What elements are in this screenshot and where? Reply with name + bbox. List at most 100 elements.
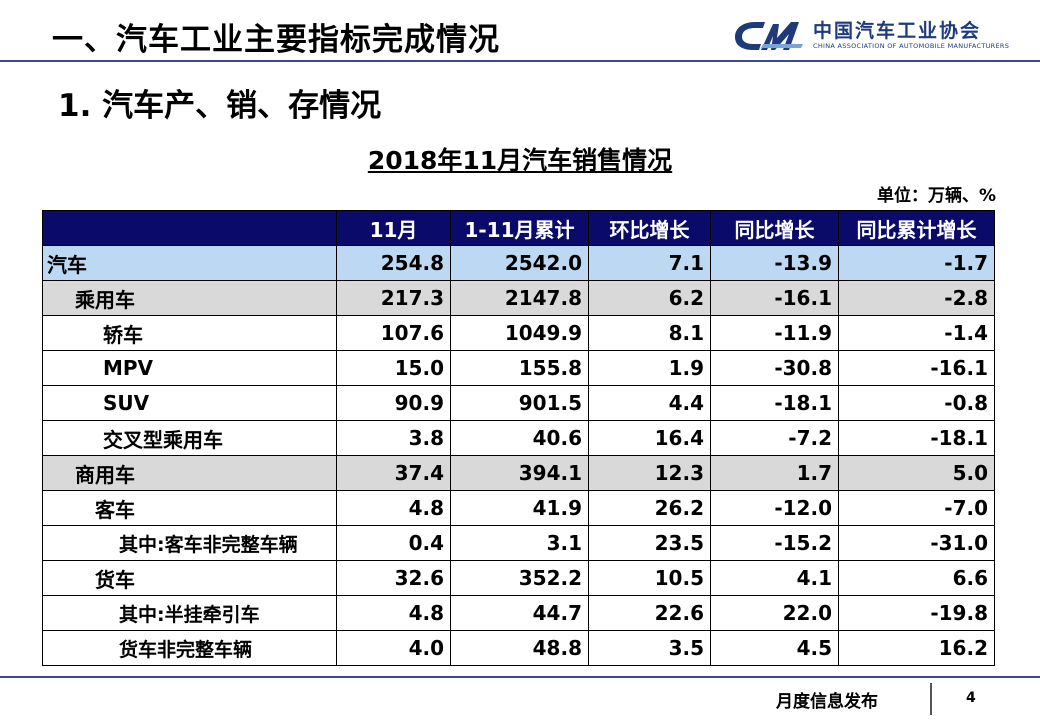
table-cell: -7.2 [710,420,839,456]
row-label: 其中:客车非完整车辆 [42,525,337,561]
table-row: 交叉型乘用车 3.8 40.6 16.4 -7.2 -18.1 [42,420,995,456]
table-cell: 254.8 [336,245,451,281]
table-row: MPV 15.0 155.8 1.9 -30.8 -16.1 [42,350,995,386]
table-cell: 8.1 [588,315,711,351]
footer-rule [0,676,1040,678]
table-cell: -18.1 [838,420,995,456]
page-number: 4 [966,690,976,706]
table-row: SUV 90.9 901.5 4.4 -18.1 -0.8 [42,385,995,421]
table-cell: 37.4 [336,455,451,491]
logo-chinese-name: 中国汽车工业协会 [813,20,982,42]
table-cell: -7.0 [838,490,995,526]
table-cell: 32.6 [336,560,451,596]
footer-label: 月度信息发布 [776,692,878,712]
table-cell: 2542.0 [450,245,589,281]
table-row: 汽车 254.8 2542.0 7.1 -13.9 -1.7 [42,245,995,281]
row-label: SUV [42,385,337,421]
table-cell: 901.5 [450,385,589,421]
table-row: 货车非完整车辆 4.0 48.8 3.5 4.5 16.2 [42,630,995,666]
column-header: 同比累计增长 [838,210,995,246]
header-title: 一、汽车工业主要指标完成情况 [52,22,500,58]
column-header: 同比增长 [710,210,839,246]
table-row: 商用车 37.4 394.1 12.3 1.7 5.0 [42,455,995,491]
row-label: 轿车 [42,315,337,351]
table-title: 2018年11月汽车销售情况 [0,141,1040,177]
header-rule [0,60,1040,62]
table-cell: 4.0 [336,630,451,666]
table-cell: 90.9 [336,385,451,421]
table-cell: 23.5 [588,525,711,561]
table-cell: 2147.8 [450,280,589,316]
table-row: 货车 32.6 352.2 10.5 4.1 6.6 [42,560,995,596]
table-cell: 48.8 [450,630,589,666]
table-cell: -18.1 [710,385,839,421]
table-cell: 3.8 [336,420,451,456]
table-cell: -30.8 [710,350,839,386]
column-header [42,210,337,246]
table-cell: 1.7 [710,455,839,491]
table-cell: -15.2 [710,525,839,561]
table-cell: 40.6 [450,420,589,456]
table-cell: 6.6 [838,560,995,596]
table-cell: -31.0 [838,525,995,561]
table-row: 轿车 107.6 1049.9 8.1 -11.9 -1.4 [42,315,995,351]
table-cell: -16.1 [710,280,839,316]
table-cell: -19.8 [838,595,995,631]
footer-divider [930,683,932,715]
column-header: 1-11月累计 [450,210,589,246]
table-cell: 26.2 [588,490,711,526]
table-cell: 217.3 [336,280,451,316]
table-cell: 4.4 [588,385,711,421]
table-cell: 22.0 [710,595,839,631]
table-cell: 107.6 [336,315,451,351]
table-row: 客车 4.8 41.9 26.2 -12.0 -7.0 [42,490,995,526]
table-header-row: 11月 1-11月累计 环比增长 同比增长 同比累计增长 [42,210,995,246]
table-cell: -1.7 [838,245,995,281]
table-cell: 4.8 [336,595,451,631]
row-label: 货车非完整车辆 [42,630,337,666]
row-label: 商用车 [42,455,337,491]
cam-logo-icon [735,22,803,50]
sales-table: 11月 1-11月累计 环比增长 同比增长 同比累计增长 汽车 254.8 25… [42,210,995,666]
table-cell: 4.1 [710,560,839,596]
table-cell: 44.7 [450,595,589,631]
table-row: 其中:半挂牵引车 4.8 44.7 22.6 22.0 -19.8 [42,595,995,631]
table-cell: 394.1 [450,455,589,491]
association-logo: 中国汽车工业协会 CHINA ASSOCIATION OF AUTOMOBILE… [733,16,1023,56]
table-cell: 16.2 [838,630,995,666]
table-cell: -11.9 [710,315,839,351]
table-cell: 12.3 [588,455,711,491]
table-cell: -0.8 [838,385,995,421]
column-header: 11月 [336,210,451,246]
table-cell: 5.0 [838,455,995,491]
logo-english-name: CHINA ASSOCIATION OF AUTOMOBILE MANUFACT… [813,42,1010,50]
table-cell: 22.6 [588,595,711,631]
table-cell: 4.5 [710,630,839,666]
row-label: 乘用车 [42,280,337,316]
table-cell: 3.1 [450,525,589,561]
table-cell: -13.9 [710,245,839,281]
table-cell: 0.4 [336,525,451,561]
table-cell: 1049.9 [450,315,589,351]
table-cell: 352.2 [450,560,589,596]
row-label: MPV [42,350,337,386]
table-cell: 7.1 [588,245,711,281]
table-title-text: 2018年11月汽车销售情况 [367,146,673,175]
table-cell: 16.4 [588,420,711,456]
row-label: 其中:半挂牵引车 [42,595,337,631]
table-cell: 6.2 [588,280,711,316]
table-cell: 15.0 [336,350,451,386]
table-cell: 3.5 [588,630,711,666]
table-cell: -1.4 [838,315,995,351]
table-cell: 41.9 [450,490,589,526]
table-cell: 4.8 [336,490,451,526]
row-label: 汽车 [42,245,337,281]
column-header: 环比增长 [588,210,711,246]
row-label: 客车 [42,490,337,526]
table-row: 其中:客车非完整车辆 0.4 3.1 23.5 -15.2 -31.0 [42,525,995,561]
table-cell: -16.1 [838,350,995,386]
row-label: 货车 [42,560,337,596]
unit-label: 单位：万辆、% [876,186,996,206]
table-cell: 1.9 [588,350,711,386]
section-title: 1. 汽车产、销、存情况 [58,88,382,124]
